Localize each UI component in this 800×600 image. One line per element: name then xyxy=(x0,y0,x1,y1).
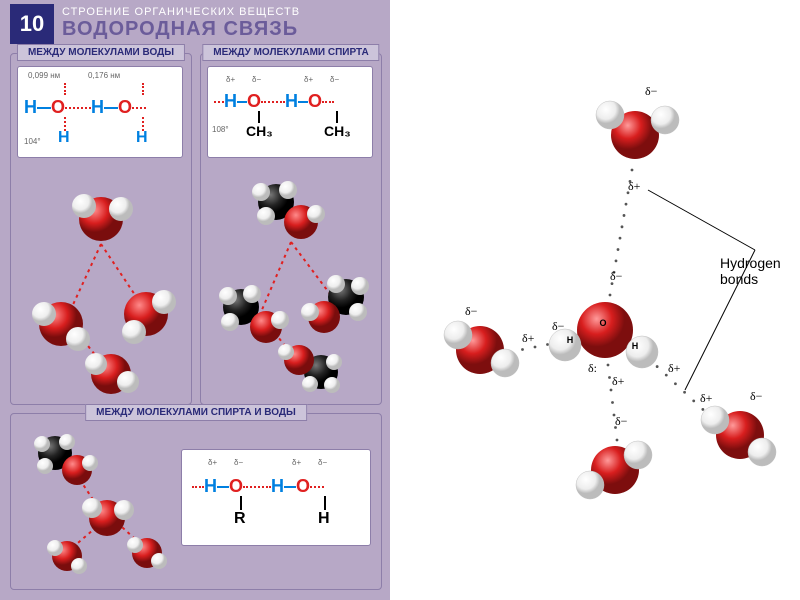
svg-text:δ−: δ− xyxy=(750,389,763,403)
poster-number-badge: 10 xyxy=(10,4,54,44)
atom-h: H xyxy=(224,91,237,112)
delta-minus: δ− xyxy=(252,75,261,84)
alcohol-formula-box: δ+ δ− δ+ δ− H O H xyxy=(207,66,373,158)
r-group: R xyxy=(234,510,246,528)
h-group: H xyxy=(318,510,330,528)
svg-text:δ−: δ− xyxy=(465,304,478,318)
hbond-length-label: 0,176 нм xyxy=(88,71,120,80)
panel-alcohol: МЕЖДУ МОЛЕКУЛАМИ СПИРТА δ+ δ− δ+ δ− H O xyxy=(200,53,382,405)
atom-h: H xyxy=(24,97,37,118)
svg-text:δ−: δ− xyxy=(645,84,658,98)
panel-water-label: МЕЖДУ МОЛЕКУЛАМИ ВОДЫ xyxy=(17,44,185,61)
delta-plus: δ+ xyxy=(304,75,313,84)
atom-o: O xyxy=(51,97,65,118)
svg-text:δ+: δ+ xyxy=(612,374,625,388)
atom-h: H xyxy=(91,97,104,118)
angle-label: 108° xyxy=(212,125,229,134)
delta-minus: δ− xyxy=(330,75,339,84)
svg-text:O: O xyxy=(599,318,606,328)
panel-water: МЕЖДУ МОЛЕКУЛАМИ ВОДЫ 0,099 нм 0,176 нм … xyxy=(10,53,192,405)
atom-h: H xyxy=(58,129,70,147)
svg-text:δ−: δ− xyxy=(552,319,565,333)
svg-text:δ+: δ+ xyxy=(628,179,641,193)
atom-o: O xyxy=(296,476,310,497)
atom-o: O xyxy=(118,97,132,118)
atom-o: O xyxy=(229,476,243,497)
poster-title-bar: 10 СТРОЕНИЕ ОРГАНИЧЕСКИХ ВЕЩЕСТВ ВОДОРОД… xyxy=(10,0,380,48)
svg-text:δ+: δ+ xyxy=(668,361,681,375)
bond-length-label: 0,099 нм xyxy=(28,71,60,80)
atom-h: H xyxy=(204,476,217,497)
water-formula-box: 0,099 нм 0,176 нм H O H O xyxy=(17,66,183,158)
alcohol-3d-cluster xyxy=(206,172,376,397)
svg-text:δ−: δ− xyxy=(615,414,628,428)
hydrogen-bond-diagram: δ− δ+ δ− δ+ δ− δ+ δ− δ+ δ+ δ− δ− δ: O H H Hydrogenbon… xyxy=(410,0,800,600)
water-3d-cluster xyxy=(16,174,186,394)
svg-text:δ−: δ− xyxy=(610,269,623,283)
delta-minus: δ− xyxy=(234,458,243,467)
svg-text:H: H xyxy=(632,341,639,351)
atom-h: H xyxy=(136,129,148,147)
atom-o: O xyxy=(308,91,322,112)
methyl-group: CH₃ xyxy=(324,123,351,139)
panel-mixed: МЕЖДУ МОЛЕКУЛАМИ СПИРТА И ВОДЫ xyxy=(10,413,382,590)
methyl-group: CH₃ xyxy=(246,123,273,139)
hbond-svg: δ− δ+ δ− δ+ δ− δ+ δ− δ+ δ+ δ− δ− δ: O H H xyxy=(410,40,800,560)
panel-mixed-label: МЕЖДУ МОЛЕКУЛАМИ СПИРТА И ВОДЫ xyxy=(85,404,307,421)
angle-label: 104° xyxy=(24,137,41,146)
delta-plus: δ+ xyxy=(208,458,217,467)
poster-title: ВОДОРОДНАЯ СВЯЗЬ xyxy=(62,18,300,41)
svg-text:δ+: δ+ xyxy=(700,391,713,405)
delta-minus: δ− xyxy=(318,458,327,467)
mixed-formula-box: δ+ δ− δ+ δ− H O H xyxy=(181,449,371,546)
svg-text:δ+: δ+ xyxy=(522,331,535,345)
mixed-3d-cluster xyxy=(17,428,167,578)
hbond-label: Hydrogenbonds xyxy=(720,255,781,287)
panel-alcohol-label: МЕЖДУ МОЛЕКУЛАМИ СПИРТА xyxy=(202,44,379,61)
delta-plus: δ+ xyxy=(292,458,301,467)
atom-h: H xyxy=(271,476,284,497)
svg-text:δ:: δ: xyxy=(588,361,597,375)
atom-o: O xyxy=(247,91,261,112)
svg-text:H: H xyxy=(567,335,574,345)
poster-subtitle: СТРОЕНИЕ ОРГАНИЧЕСКИХ ВЕЩЕСТВ xyxy=(62,6,300,18)
atom-h: H xyxy=(285,91,298,112)
poster-panel: 10 СТРОЕНИЕ ОРГАНИЧЕСКИХ ВЕЩЕСТВ ВОДОРОД… xyxy=(0,0,390,600)
delta-plus: δ+ xyxy=(226,75,235,84)
